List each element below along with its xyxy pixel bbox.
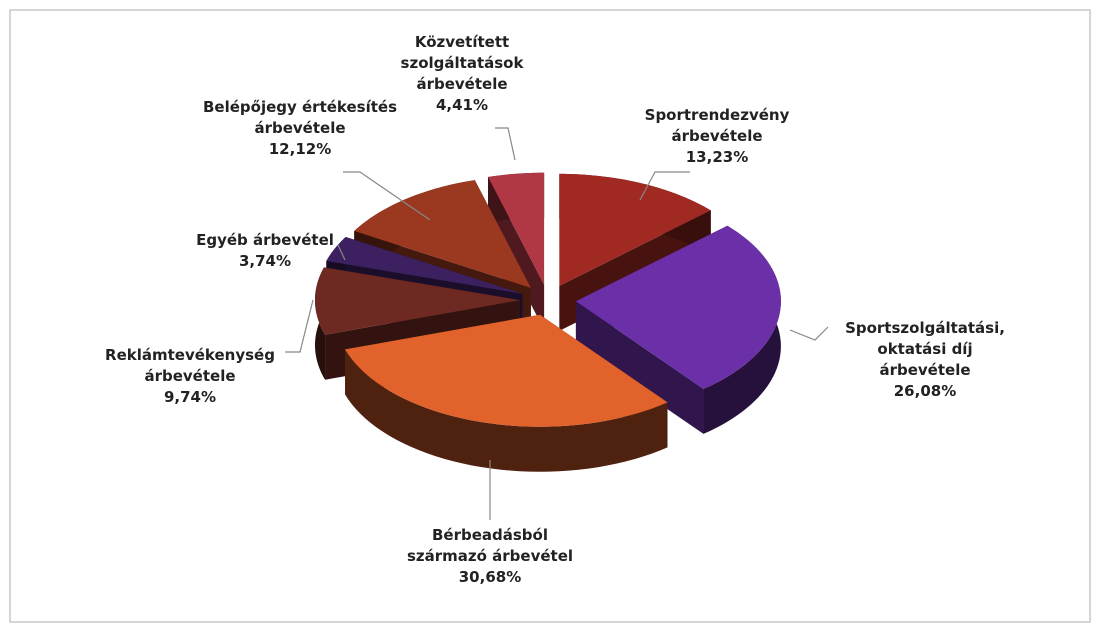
pie-slice <box>345 314 668 427</box>
category-label: Bérbeadásból származó árbevétel <box>406 526 574 565</box>
value-label: 13,23% <box>685 148 749 166</box>
leader-line <box>337 244 346 261</box>
data-label: Egyéb árbevétel 3,74% <box>196 230 334 272</box>
pie-slice <box>326 236 523 294</box>
category-label: Reklámtevékenység árbevétele <box>105 346 275 385</box>
category-label: Közvetített szolgáltatások árbevétele <box>400 33 524 93</box>
data-label: Sportszolgáltatási, oktatási díj árbevét… <box>837 318 1014 402</box>
value-label: 3,74% <box>238 252 292 270</box>
category-label: Sportrendezvény árbevétele <box>644 106 790 145</box>
leader-line <box>639 171 690 201</box>
data-label: Közvetített szolgáltatások árbevétele 4,4… <box>401 32 524 116</box>
category-label: Belépőjegy értékesítés árbevétele <box>202 98 398 137</box>
data-label: Bérbeadásból származó árbevétel 30,68% <box>407 525 573 588</box>
pie-slice-wall <box>345 349 668 472</box>
value-label: 12,12% <box>268 140 332 158</box>
leader-line <box>343 171 431 221</box>
leader-lines <box>285 127 829 520</box>
data-label: Belépőjegy értékesítés árbevétele 12,12% <box>203 97 397 160</box>
value-label: 9,74% <box>163 388 217 406</box>
leader-line <box>495 127 516 161</box>
leader-line <box>285 299 314 353</box>
data-label: Reklámtevékenység árbevétele 9,74% <box>105 345 275 408</box>
value-label: 26,08% <box>893 382 957 400</box>
leader-line <box>789 326 829 341</box>
pie-slice <box>559 173 711 286</box>
pie-slice <box>315 267 521 335</box>
pie <box>315 172 781 472</box>
value-label: 30,68% <box>458 568 522 586</box>
value-label: 4,41% <box>435 96 489 114</box>
pie-slice <box>488 172 545 285</box>
chart-frame <box>9 9 1091 623</box>
data-label: Sportrendezvény árbevétele 13,23% <box>645 105 790 168</box>
pie-slice <box>354 180 531 288</box>
category-label: Egyéb árbevétel <box>196 231 334 249</box>
pie-slice <box>575 225 781 389</box>
pie-slice-side <box>575 301 704 434</box>
category-label: Sportszolgáltatási, oktatási díj árbevét… <box>845 319 1005 379</box>
